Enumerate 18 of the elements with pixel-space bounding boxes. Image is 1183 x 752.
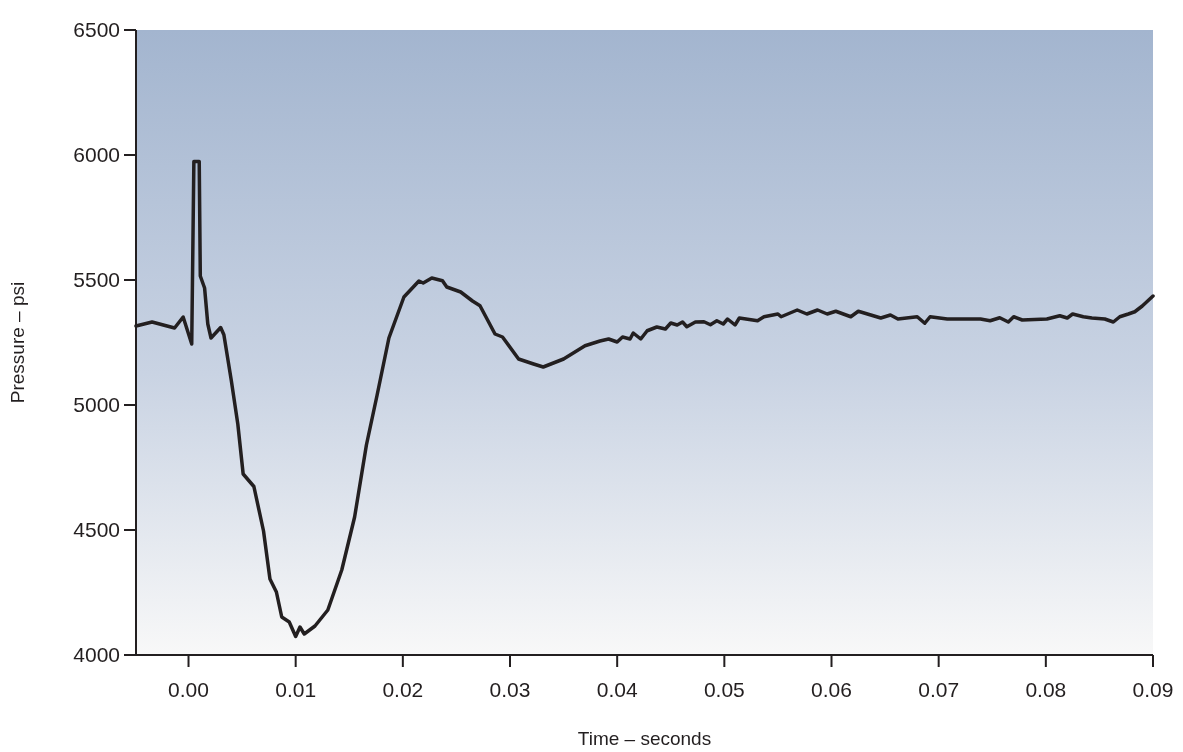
- x-axis-title: Time – seconds: [577, 728, 712, 749]
- y-axis-title: Pressure – psi: [7, 281, 28, 404]
- y-tick-label: 4500: [73, 518, 120, 542]
- x-tick-label: 0.06: [811, 678, 852, 701]
- x-tick-label: 0.07: [918, 678, 960, 701]
- y-tick-label: 5000: [73, 393, 120, 417]
- y-tick-label: 5500: [73, 268, 120, 292]
- x-tick-label: 0.02: [382, 678, 424, 701]
- x-tick-label: 0.04: [596, 678, 638, 701]
- x-tick-label: 0.03: [489, 678, 531, 701]
- x-tick-label: 0.08: [1025, 678, 1067, 701]
- y-tick-label: 6500: [73, 18, 120, 42]
- x-tick-label: 0.09: [1132, 678, 1174, 701]
- y-tick-label: 4000: [73, 643, 120, 667]
- y-tick-label: 6000: [73, 143, 120, 167]
- x-tick-label: 0.01: [275, 678, 317, 701]
- x-tick-label: 0.00: [168, 678, 209, 701]
- x-tick-label: 0.05: [703, 678, 745, 701]
